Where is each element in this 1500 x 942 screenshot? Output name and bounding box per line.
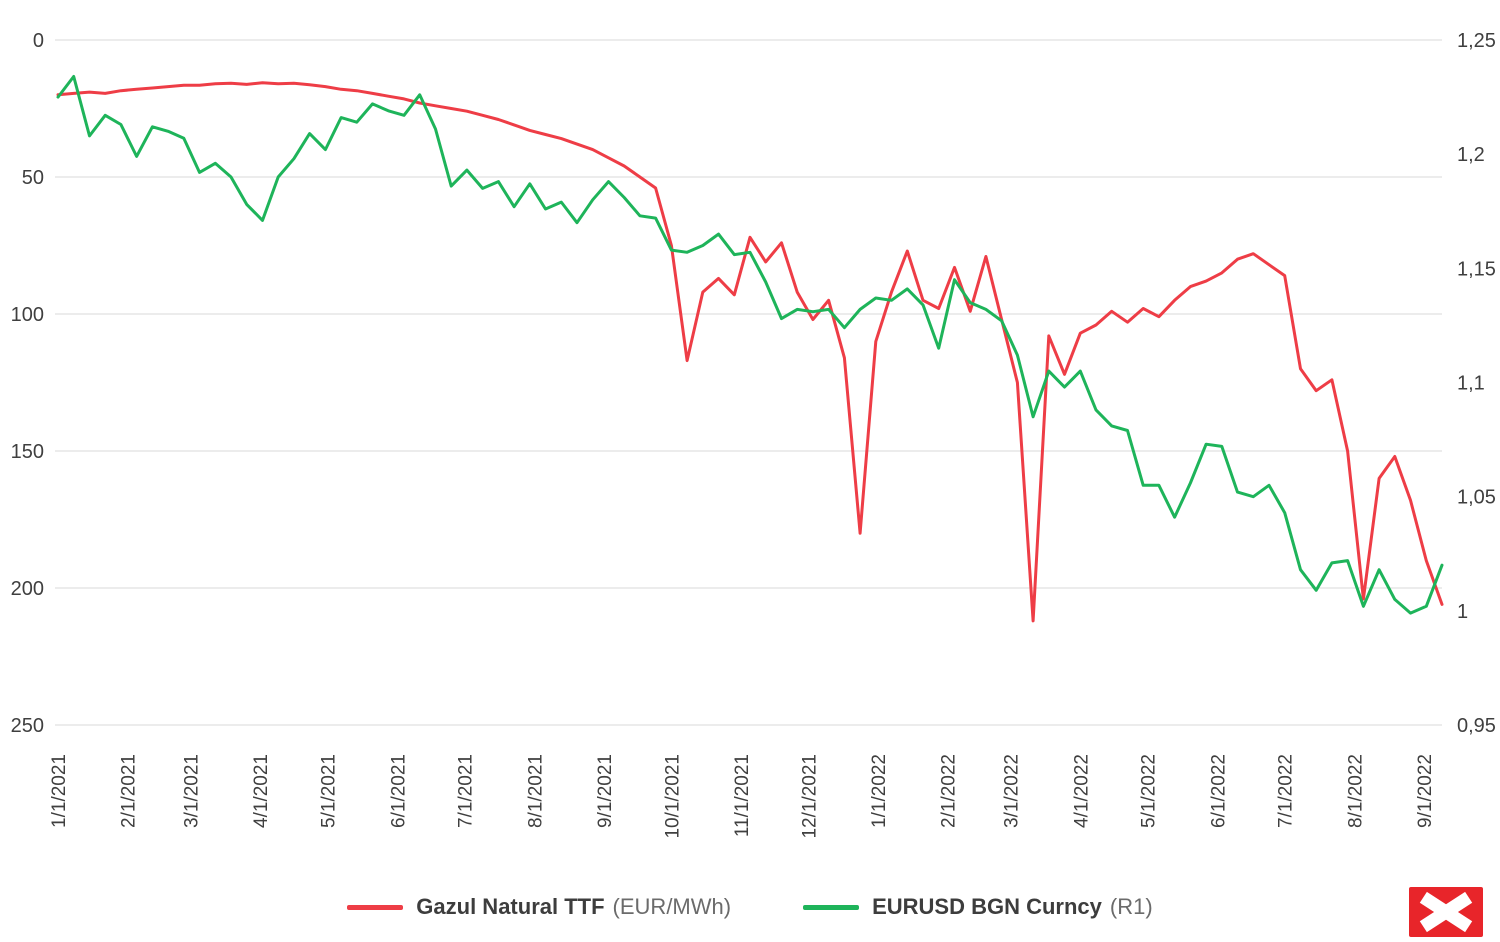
legend-unit-gas-price: (EUR/MWh) [612, 894, 732, 919]
right-axis-tick: 1 [1457, 601, 1468, 623]
x-axis-tick: 7/1/2022 [1276, 754, 1297, 828]
brand-logo-svg [1409, 887, 1483, 937]
x-axis-tick: 9/1/2021 [595, 754, 616, 828]
right-axis-labels: 1,25 1,2 1,15 1,1 1,05 1 0,95 [1457, 30, 1496, 737]
legend-unit-eurusd: (R1) [1109, 894, 1153, 919]
left-axis-tick: 200 [11, 578, 44, 600]
right-axis-tick: 1,1 [1457, 373, 1485, 395]
legend-item-gas-price: Gazul Natural TTF (EUR/MWh) [347, 894, 731, 920]
right-axis-tick: 1,25 [1457, 30, 1496, 52]
x-axis-tick: 6/1/2021 [388, 754, 409, 828]
right-axis-tick: 0,95 [1457, 715, 1496, 737]
left-axis-tick: 50 [22, 167, 44, 189]
gas-price-line [56, 81, 1444, 623]
gridlines [55, 39, 1442, 726]
x-axis-tick: 5/1/2022 [1139, 754, 1160, 828]
x-axis-tick: 2/1/2021 [119, 754, 140, 828]
left-axis-labels: 0 50 100 150 200 250 [11, 30, 44, 737]
x-axis-tick: 5/1/2021 [319, 754, 340, 828]
x-axis-tick: 8/1/2021 [525, 754, 546, 828]
x-axis-tick: 2/1/2022 [939, 754, 960, 828]
eurusd-line [56, 75, 1444, 615]
right-axis-tick: 1,2 [1457, 144, 1485, 166]
legend: Gazul Natural TTF (EUR/MWh) EURUSD BGN C… [0, 894, 1500, 920]
x-axis-tick: 10/1/2021 [662, 754, 683, 839]
x-axis-tick: 1/1/2022 [869, 754, 890, 828]
left-axis-tick: 250 [11, 715, 44, 737]
right-axis-tick: 1,05 [1457, 487, 1496, 509]
x-axis-tick: 3/1/2022 [1002, 754, 1023, 828]
x-axis-tick: 8/1/2022 [1345, 754, 1366, 828]
legend-item-eurusd: EURUSD BGN Curncy (R1) [803, 894, 1153, 920]
left-axis-tick: 0 [33, 30, 44, 52]
x-axis-tick: 6/1/2022 [1208, 754, 1229, 828]
x-mark-icon [1419, 891, 1473, 933]
right-axis-tick: 1,15 [1457, 258, 1496, 280]
x-axis-tick: 1/1/2021 [49, 754, 70, 828]
x-axis-tick: 9/1/2022 [1415, 754, 1436, 828]
x-axis-tick: 4/1/2021 [251, 754, 272, 828]
x-axis-tick: 3/1/2021 [182, 754, 203, 828]
brand-logo [1409, 887, 1483, 937]
legend-label-eurusd: EURUSD BGN Curncy [872, 894, 1102, 919]
left-axis-tick: 100 [11, 304, 44, 326]
legend-label-gas-price: Gazul Natural TTF [416, 894, 605, 919]
legend-swatch-gas-price [347, 904, 404, 910]
x-axis-tick: 11/1/2021 [732, 754, 753, 837]
x-axis-tick: 4/1/2022 [1071, 754, 1092, 828]
x-axis-labels: 1/1/2021 2/1/2021 3/1/2021 4/1/2021 5/1/2021… [49, 754, 1436, 839]
left-axis-tick: 150 [11, 441, 44, 463]
legend-swatch-eurusd [803, 904, 860, 910]
x-axis-tick: 12/1/2021 [799, 754, 820, 839]
x-axis-tick: 7/1/2021 [456, 754, 477, 828]
